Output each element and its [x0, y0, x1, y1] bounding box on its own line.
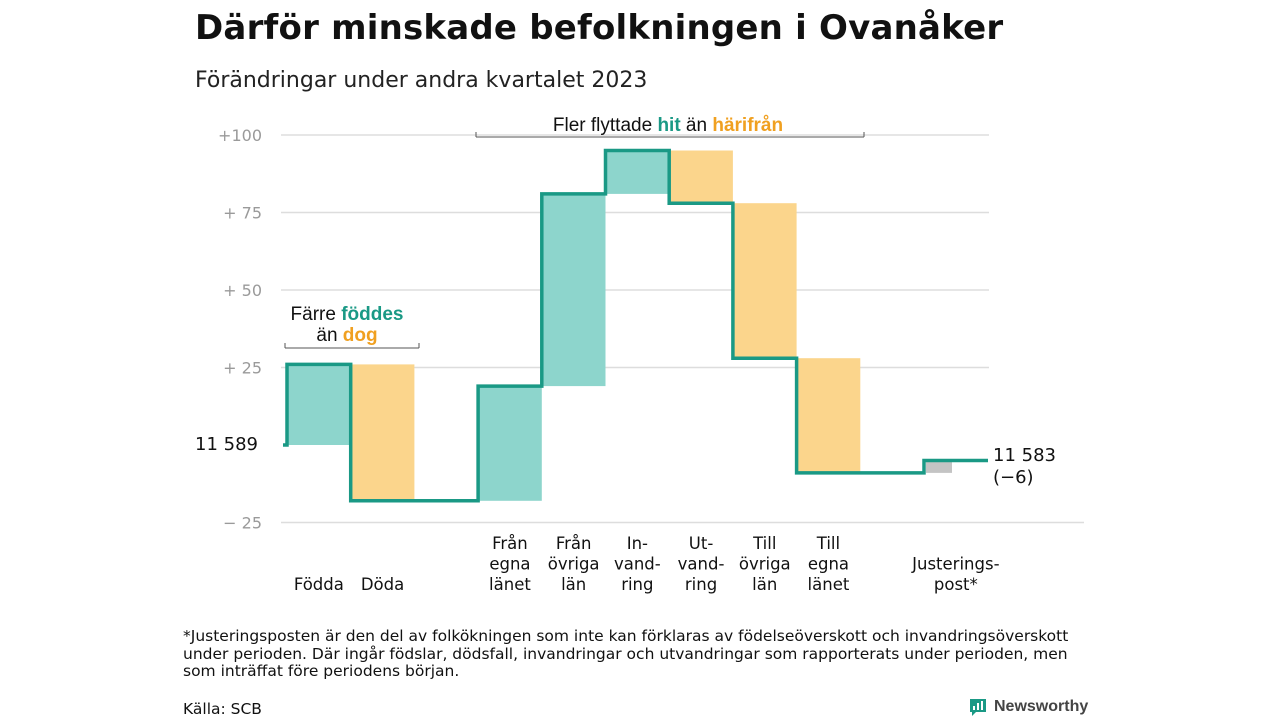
- category-label: ring: [685, 575, 717, 594]
- category-label: Justerings-: [911, 555, 999, 574]
- migration-ann-text-d: härifrån: [712, 115, 783, 136]
- y-tick-label: +100: [218, 126, 262, 145]
- step-line: [283, 148, 988, 503]
- migration-ann-text-a: Fler flyttade: [553, 115, 658, 136]
- category-label: vand-: [614, 555, 661, 574]
- bar: [796, 358, 861, 473]
- chart-subtitle: Förändringar under andra kvartalet 2023: [195, 68, 648, 93]
- category-labels: Födda DödaFrånegnalänetFrånövrigalänIn-va…: [294, 534, 1000, 594]
- source-label: Källa: SCB: [183, 700, 262, 718]
- bar: [478, 386, 542, 501]
- migration-ann-text-b: hit: [657, 115, 681, 136]
- bar: [669, 150, 733, 204]
- bar: [541, 193, 606, 387]
- category-label: In-: [627, 534, 648, 553]
- births-annotation-line1: Färre föddes: [291, 304, 404, 325]
- births-annotation-line2: än dog: [316, 325, 377, 346]
- category-label: Till: [816, 534, 840, 553]
- births-annotation: Färre föddes än dog: [284, 304, 420, 349]
- category-label: Döda: [361, 575, 404, 594]
- y-tick-label: + 25: [223, 359, 262, 378]
- category-label: ring: [621, 575, 653, 594]
- births-ann-text-c: än: [316, 325, 342, 346]
- category-label: Till: [752, 534, 776, 553]
- category-label: egna: [489, 555, 530, 574]
- bar: [732, 203, 797, 359]
- y-tick-labels: +100 + 75 + 50 + 25 − 25: [218, 126, 262, 533]
- waterfall-chart: +100+ 75+ 50+ 25− 25 Födda DödaFrånegnalä…: [195, 115, 1084, 594]
- category-label: post*: [934, 575, 978, 594]
- brand-logo: Newsworthy: [968, 697, 1088, 717]
- category-label: Födda: [294, 575, 344, 594]
- bar: [926, 460, 952, 473]
- category-label: övriga: [548, 555, 600, 574]
- category-label: övriga: [739, 555, 791, 574]
- births-ann-text-a: Färre: [291, 304, 342, 325]
- end-labels: 11 589 11 583 (−6): [195, 434, 1056, 488]
- bar: [350, 364, 415, 501]
- category-label: egna: [808, 555, 849, 574]
- end-change-label: (−6): [993, 467, 1034, 488]
- bar: [287, 364, 351, 445]
- newsworthy-logo-icon: [970, 699, 986, 716]
- waterfall-step-line: [283, 148, 988, 503]
- category-label: Från: [556, 534, 592, 553]
- y-tick-label: + 75: [223, 204, 262, 223]
- category-label: län: [561, 575, 586, 594]
- bar: [605, 150, 670, 194]
- bars: [287, 150, 952, 501]
- start-value-label: 11 589: [195, 434, 258, 455]
- y-tick-label: − 25: [223, 514, 262, 533]
- migration-ann-text-c: än: [681, 115, 713, 136]
- category-label: län: [752, 575, 777, 594]
- chart-title: Därför minskade befolkningen i Ovanåker: [195, 8, 1004, 48]
- footnote: *Justeringsposten är den del av folkökni…: [183, 627, 1069, 680]
- migration-annotation: Fler flyttade hit än härifrån: [475, 115, 865, 138]
- category-label: Från: [492, 534, 528, 553]
- migration-bracket: [475, 132, 865, 138]
- category-label: Ut-: [689, 534, 714, 553]
- category-label: länet: [489, 575, 531, 594]
- end-value-label: 11 583: [993, 445, 1056, 466]
- y-tick-label: + 50: [223, 281, 262, 300]
- brand-name: Newsworthy: [994, 698, 1089, 715]
- births-ann-text-b: föddes: [341, 304, 403, 325]
- category-label: vand-: [678, 555, 725, 574]
- migration-annotation-text: Fler flyttade hit än härifrån: [553, 115, 783, 136]
- births-ann-text-d: dog: [343, 325, 378, 346]
- category-label: länet: [808, 575, 850, 594]
- annotations: Färre föddes än dog Fler flyttade hit än…: [284, 115, 865, 349]
- births-bracket: [284, 343, 420, 349]
